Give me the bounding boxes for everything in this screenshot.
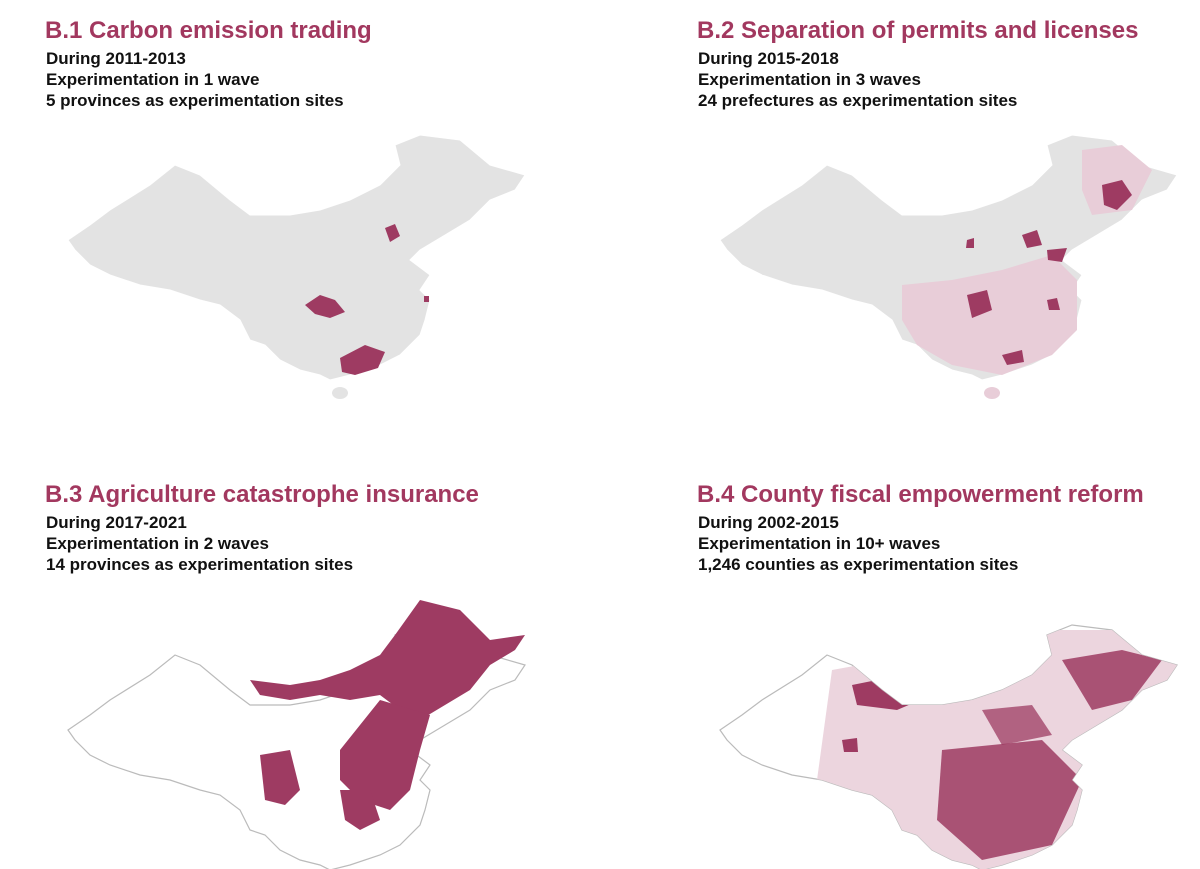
panel-line: 5 provinces as experimentation sites xyxy=(46,91,344,110)
panel-line: 24 prefectures as experimentation sites xyxy=(698,91,1017,110)
panel-texts: B.1 Carbon emission trading During 2011-2… xyxy=(45,17,1144,574)
panel-line: 14 provinces as experimentation sites xyxy=(46,555,353,574)
panel-title: B.3 Agriculture catastrophe insurance xyxy=(45,481,479,508)
panel-line: Experimentation in 10+ waves xyxy=(698,534,940,553)
panel-line: Experimentation in 3 waves xyxy=(698,70,921,89)
panel-line: 1,246 counties as experimentation sites xyxy=(698,555,1018,574)
panel-line: During 2002-2015 xyxy=(698,513,839,532)
panel-title: B.1 Carbon emission trading xyxy=(45,17,372,44)
panel-line: During 2011-2013 xyxy=(46,49,186,68)
panel-title: B.2 Separation of permits and licenses xyxy=(697,17,1138,44)
panel-title: B.4 County fiscal empowerment reform xyxy=(697,481,1144,508)
panel-line: Experimentation in 1 wave xyxy=(46,70,260,89)
map-2 xyxy=(719,134,1178,399)
panel-line: During 2017-2021 xyxy=(46,513,187,532)
map-1 xyxy=(67,134,526,399)
map-3 xyxy=(67,600,526,869)
map-4 xyxy=(719,624,1178,869)
panel-line: During 2015-2018 xyxy=(698,49,839,68)
panel-line: Experimentation in 2 waves xyxy=(46,534,269,553)
